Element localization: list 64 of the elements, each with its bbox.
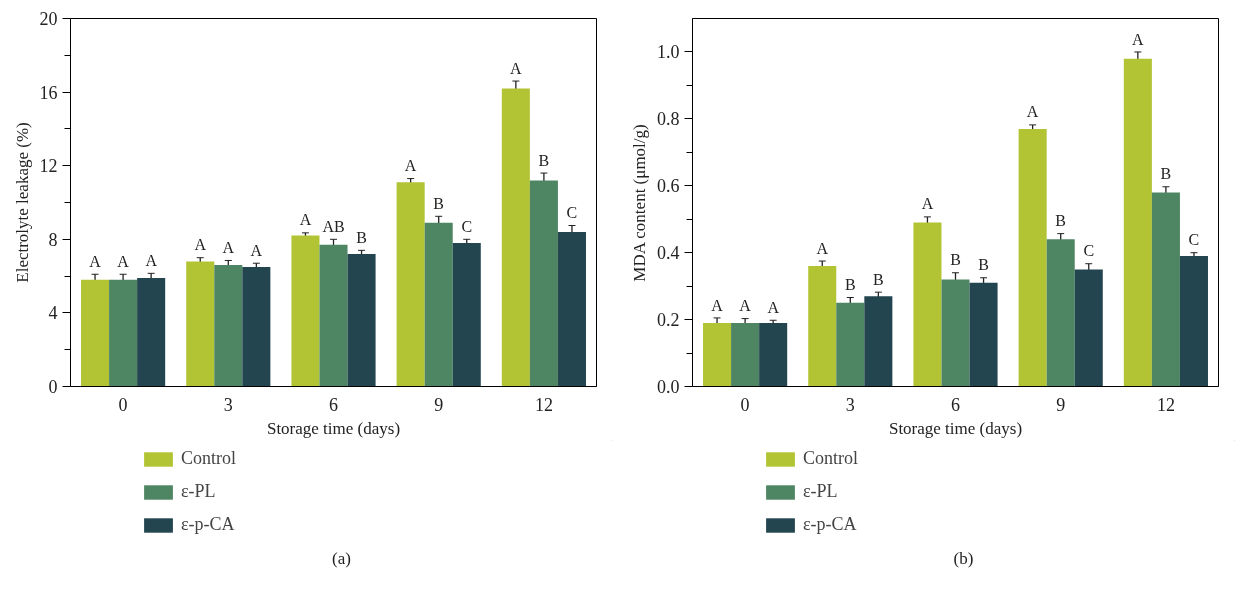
x-tick-label: 12: [1156, 394, 1175, 415]
legend-label: ε-PL: [803, 481, 838, 502]
y-tick-label: 0: [48, 377, 58, 397]
data-label: AB: [322, 217, 345, 235]
y-tick-label: 0.4: [657, 243, 680, 264]
data-label: A: [1026, 103, 1039, 121]
data-label: B: [1160, 165, 1172, 183]
y-tick-label: 0.0: [657, 377, 680, 397]
data-label: A: [250, 241, 263, 259]
data-label: B: [1055, 212, 1067, 230]
data-label: B: [356, 228, 367, 246]
data-label: B: [538, 151, 550, 169]
x-tick-label: 3: [223, 394, 233, 415]
text: (a): [332, 548, 351, 568]
data-label: A: [767, 298, 780, 316]
x-tick-label: 9: [1056, 394, 1066, 415]
data-label: A: [739, 297, 752, 315]
data-label: A: [404, 157, 417, 175]
x-tick-label: 9: [434, 394, 444, 415]
legend-label: ε-PL: [181, 481, 216, 502]
y-tick-label: 0.8: [657, 109, 680, 130]
y-tick-label: 12: [39, 156, 58, 177]
legend-label: Control: [803, 448, 859, 469]
x-tick-label: 0: [118, 394, 128, 415]
data-label: A: [222, 239, 235, 257]
y-tick-label: 8: [48, 229, 58, 250]
data-label: B: [873, 270, 884, 288]
x-axis-title: Storage time (days): [888, 418, 1023, 438]
x-tick-label: 3: [845, 394, 855, 415]
data-label: B: [950, 251, 961, 269]
data-label: C: [461, 217, 473, 235]
data-label: A: [145, 251, 158, 269]
y-tick-label: 20: [39, 9, 58, 29]
data-label: A: [299, 211, 312, 229]
data-label: A: [816, 239, 829, 257]
data-label: B: [978, 256, 989, 274]
text: (b): [953, 548, 974, 568]
x-tick-label: 12: [534, 394, 553, 415]
data-label: A: [89, 252, 102, 270]
data-label: A: [921, 195, 934, 213]
y-tick-label: 0.2: [657, 310, 680, 331]
data-label: B: [844, 276, 856, 294]
data-label: A: [510, 59, 523, 77]
y-axis-title: MDA content (μmol/g): [630, 124, 649, 282]
x-tick-label: 6: [329, 394, 338, 415]
data-label: A: [194, 236, 207, 254]
y-tick-label: 1.0: [657, 42, 680, 63]
data-label: C: [1083, 242, 1095, 260]
data-label: A: [711, 296, 724, 314]
data-label: C: [1188, 231, 1200, 249]
y-axis-title: Electrolyte leakage (%): [12, 122, 32, 283]
y-tick-label: 4: [48, 303, 58, 324]
data-label: A: [117, 252, 130, 270]
legend-label: ε-p-CA: [181, 514, 235, 535]
data-label: C: [566, 204, 578, 222]
y-tick-label: 0.6: [657, 176, 680, 197]
y-tick-label: 16: [39, 82, 58, 103]
x-tick-label: 0: [740, 394, 750, 415]
x-tick-label: 6: [951, 394, 960, 415]
x-axis-title: Storage time (days): [266, 418, 401, 438]
data-label: B: [433, 194, 445, 212]
legend-label: Control: [181, 448, 237, 469]
data-label: A: [1132, 30, 1145, 48]
legend-label: ε-p-CA: [803, 514, 857, 535]
